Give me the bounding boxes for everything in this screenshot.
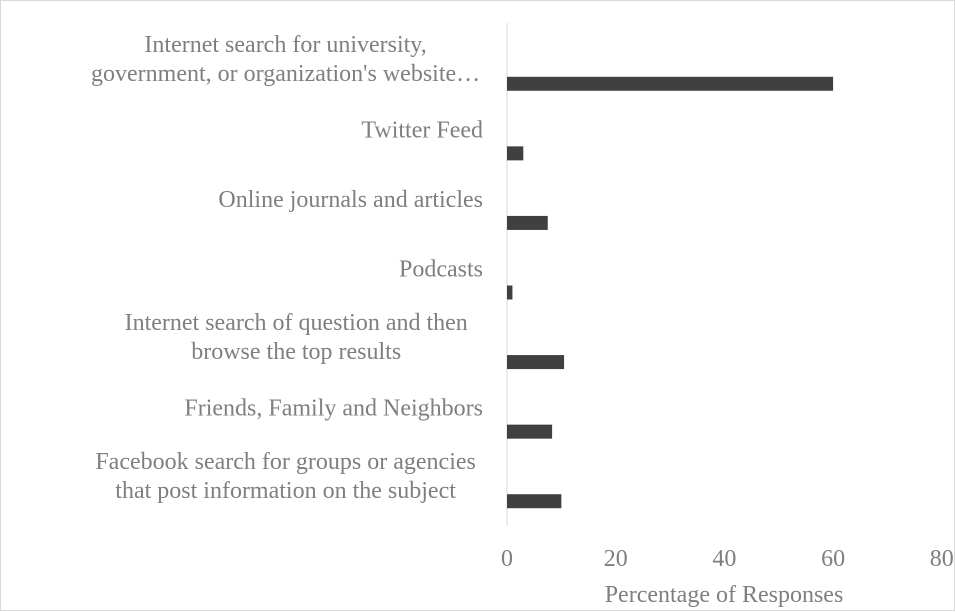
bar-1 xyxy=(507,146,524,161)
x-tick-label-0: 0 xyxy=(501,546,513,572)
category-label-4: Internet search of question and then brow… xyxy=(125,310,468,365)
category-label-line: that post information on the subject xyxy=(115,478,456,504)
x-tick-label-4: 80 xyxy=(930,546,954,572)
bar-6 xyxy=(507,494,562,509)
category-label-line: Podcasts xyxy=(399,257,483,283)
category-label-line: Online journals and articles xyxy=(218,187,483,213)
category-label-1: Twitter Feed xyxy=(361,117,483,143)
category-label-2: Online journals and articles xyxy=(218,187,483,213)
category-label-line: Facebook search for groups or agencies xyxy=(95,449,476,475)
bar-5 xyxy=(507,424,553,439)
category-label-3: Podcasts xyxy=(399,257,483,283)
category-label-line: Twitter Feed xyxy=(361,117,483,143)
bar-4 xyxy=(507,355,565,370)
x-tick-label-3: 60 xyxy=(821,546,845,572)
category-label-line: Internet search for university, xyxy=(144,32,426,58)
bar-2 xyxy=(507,215,548,230)
category-label-line: Internet search of question and then xyxy=(125,310,468,336)
x-tick-label-1: 20 xyxy=(604,546,628,572)
category-label-line: browse the top results xyxy=(191,339,401,365)
category-label-line: Friends, Family and Neighbors xyxy=(184,396,483,422)
bar-0 xyxy=(507,76,834,91)
bar-3 xyxy=(507,285,513,300)
x-axis-title: Percentage of Responses xyxy=(605,582,844,608)
x-tick-label-2: 40 xyxy=(712,546,736,572)
category-label-5: Friends, Family and Neighbors xyxy=(184,396,483,422)
category-label-6: Facebook search for groups or agencies th… xyxy=(95,449,476,504)
category-label-line: government, or organization's website… xyxy=(91,61,480,87)
category-label-0: Internet search for university, governmen… xyxy=(91,32,480,87)
